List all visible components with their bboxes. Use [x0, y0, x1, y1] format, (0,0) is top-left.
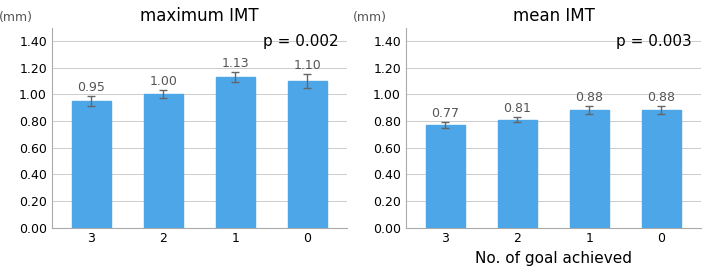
Bar: [426, 125, 465, 228]
Text: p = 0.002: p = 0.002: [263, 34, 338, 49]
Bar: [641, 111, 681, 228]
Bar: [216, 77, 256, 228]
Title: mean IMT: mean IMT: [513, 7, 595, 25]
Bar: [570, 111, 610, 228]
Text: 1.13: 1.13: [222, 57, 249, 70]
Bar: [144, 94, 183, 228]
Text: (mm): (mm): [0, 11, 33, 24]
Text: 0.81: 0.81: [503, 102, 532, 115]
Text: 0.95: 0.95: [77, 81, 105, 94]
X-axis label: No. of goal achieved: No. of goal achieved: [475, 251, 632, 266]
Text: (mm): (mm): [353, 11, 387, 24]
Bar: [287, 81, 327, 228]
Text: 1.10: 1.10: [294, 60, 321, 73]
Text: 0.88: 0.88: [576, 91, 603, 105]
Bar: [72, 101, 111, 228]
Text: 0.77: 0.77: [431, 108, 459, 120]
Title: maximum IMT: maximum IMT: [140, 7, 258, 25]
Text: 0.88: 0.88: [647, 91, 675, 105]
Text: p = 0.003: p = 0.003: [617, 34, 692, 49]
Bar: [498, 120, 537, 228]
Text: 1.00: 1.00: [149, 75, 178, 88]
